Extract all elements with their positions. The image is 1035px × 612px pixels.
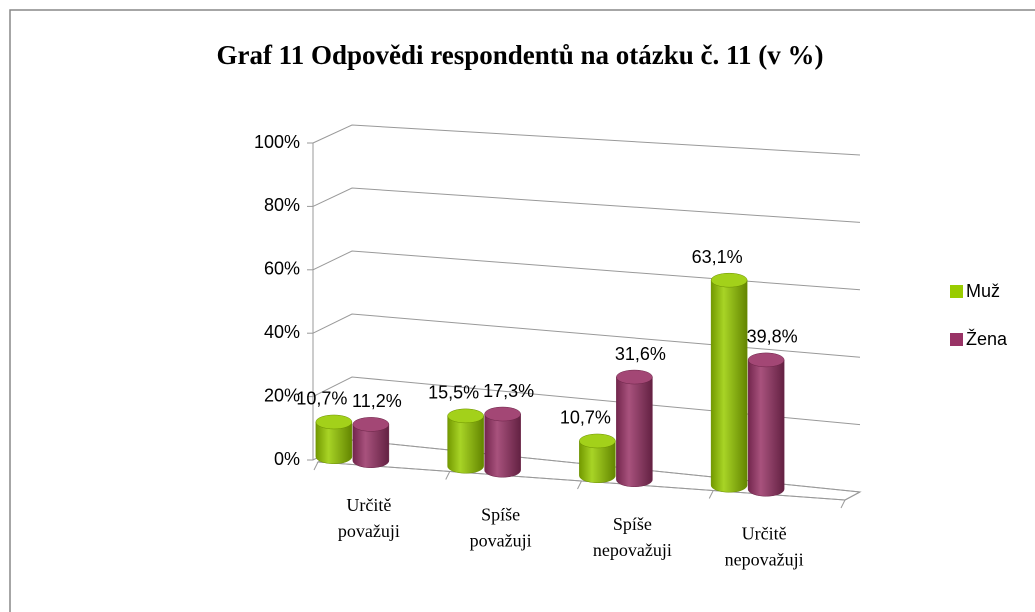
bar: [484, 406, 521, 478]
bar: [747, 352, 785, 497]
bar-body: [579, 440, 616, 483]
legend-label: Muž: [966, 281, 1000, 301]
bar-body: [484, 413, 521, 478]
bar-top: [352, 417, 390, 432]
bar-top: [710, 272, 748, 288]
bar: [447, 408, 484, 474]
grid-line: [312, 376, 861, 426]
bar-body: [710, 279, 748, 493]
bar: [616, 369, 653, 487]
x-tick-label: nepovažuji: [725, 549, 804, 569]
bar-top: [484, 406, 521, 422]
value-label: 15,5%: [428, 383, 479, 403]
y-tick-label: 40%: [264, 322, 300, 342]
y-tick-label: 80%: [264, 195, 300, 215]
value-label: 11,2%: [352, 391, 402, 411]
x-tick: [445, 471, 451, 480]
bar-body: [616, 376, 653, 487]
bar-body: [315, 421, 353, 464]
chart-title: Graf 11 Odpovědi respondentů na otázku č…: [216, 40, 823, 70]
bar-top: [579, 433, 616, 449]
x-tick: [708, 490, 714, 499]
x-tick: [577, 480, 582, 490]
x-tick-label: Určitě: [742, 523, 787, 543]
bar: [710, 272, 748, 493]
x-tick-label: nepovažuji: [593, 540, 672, 560]
y-tick-label: 60%: [264, 259, 300, 279]
bar: [579, 433, 616, 483]
bar-top: [315, 414, 353, 430]
legend-swatch: [950, 285, 963, 298]
x-axis-side: [844, 491, 861, 501]
grid-line: [312, 187, 861, 223]
x-tick-label: Spíše: [481, 504, 520, 524]
value-label: 10,7%: [296, 389, 347, 409]
bar-body: [447, 415, 484, 474]
bar-body: [352, 424, 390, 468]
value-label: 63,1%: [692, 247, 743, 267]
bar-top: [616, 369, 653, 385]
y-tick-label: 20%: [264, 385, 300, 405]
bar-top: [747, 352, 785, 368]
grid-line: [312, 313, 861, 358]
x-tick-label: Spíše: [613, 514, 652, 534]
legend-label: Žena: [966, 329, 1008, 349]
x-tick-label: považuji: [470, 530, 532, 550]
x-tick-label: Určitě: [346, 495, 391, 515]
x-tick: [840, 499, 846, 509]
bar: [352, 417, 390, 468]
legend-swatch: [950, 333, 963, 346]
value-label: 17,3%: [483, 381, 534, 401]
y-tick-label: 0%: [274, 449, 300, 469]
chart-frame: [9, 9, 1035, 612]
y-tick-label: 100%: [254, 132, 300, 152]
grid-line: [312, 250, 861, 291]
x-tick: [313, 461, 319, 471]
grid-line: [312, 124, 861, 156]
bar: [315, 414, 353, 464]
bar-body: [747, 359, 785, 497]
bar-top: [447, 408, 484, 424]
value-label: 31,6%: [615, 344, 666, 364]
value-label: 10,7%: [560, 408, 611, 428]
value-label: 39,8%: [747, 327, 798, 347]
x-tick-label: považuji: [338, 521, 400, 541]
